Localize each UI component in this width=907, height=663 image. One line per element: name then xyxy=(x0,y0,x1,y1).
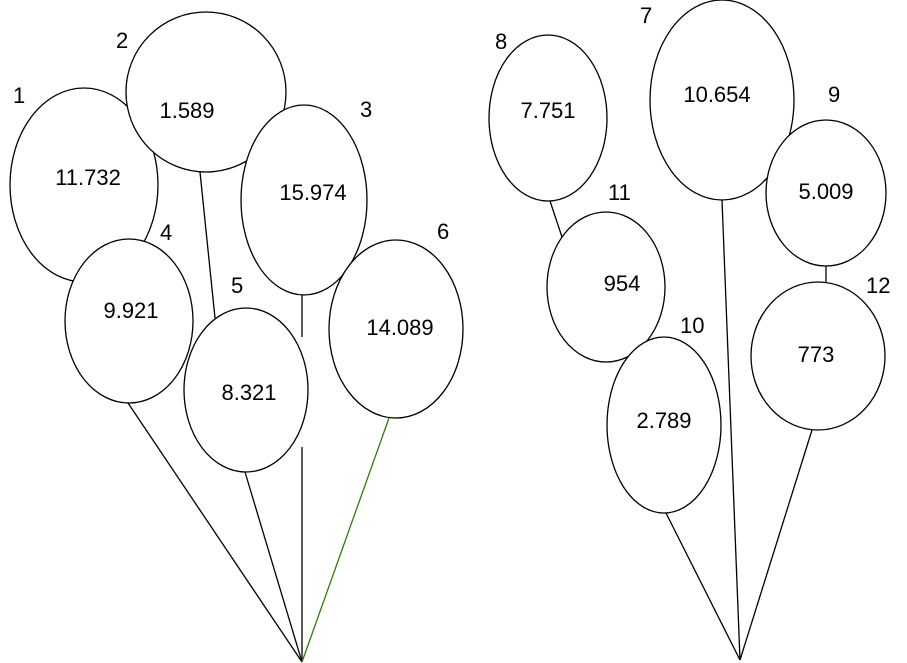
balloon-2-id: 2 xyxy=(116,28,128,53)
string-balloon-2 xyxy=(199,171,216,319)
balloon-12-value: 773 xyxy=(798,342,835,367)
left-cluster: 1 11.732 2 1.589 3 15.974 4 9.921 5 8.32… xyxy=(9,11,464,473)
balloon-2-value: 1.589 xyxy=(159,98,214,123)
balloon-11: 11 954 xyxy=(546,180,666,363)
balloon-10: 10 2.789 xyxy=(606,313,722,514)
balloon-6-id: 6 xyxy=(437,219,449,244)
balloon-12: 12 773 xyxy=(750,273,890,431)
balloon-9-id: 9 xyxy=(828,82,840,107)
balloon-5: 5 8.321 xyxy=(183,273,309,473)
balloon-7-value: 10.654 xyxy=(683,82,750,107)
string-balloon-12 xyxy=(739,429,813,661)
balloon-8-value: 7.751 xyxy=(520,98,575,123)
string-balloon-8 xyxy=(549,200,564,241)
balloon-11-value: 954 xyxy=(604,271,641,296)
balloon-3-id: 3 xyxy=(360,97,372,122)
string-balloon-6 xyxy=(301,417,390,663)
balloon-10-value: 2.789 xyxy=(636,408,691,433)
balloon-5-value: 8.321 xyxy=(221,380,276,405)
left-cluster-strings xyxy=(127,171,390,663)
balloon-7-id: 7 xyxy=(640,3,652,28)
string-balloon-5 xyxy=(244,471,303,663)
balloon-12-id: 12 xyxy=(866,273,890,298)
balloon-6: 6 14.089 xyxy=(328,219,464,419)
balloon-6-value: 14.089 xyxy=(366,315,433,340)
string-balloon-4 xyxy=(127,402,303,663)
balloon-9-value: 5.009 xyxy=(798,179,853,204)
balloon-3: 3 15.974 xyxy=(240,97,372,296)
balloon-1-id: 1 xyxy=(13,83,25,108)
balloon-2: 2 1.589 xyxy=(116,11,287,173)
string-balloon-10 xyxy=(665,512,741,661)
balloon-3-value: 15.974 xyxy=(279,180,346,205)
balloon-10-id: 10 xyxy=(680,313,704,338)
balloon-9: 9 5.009 xyxy=(765,82,887,267)
balloon-8-id: 8 xyxy=(495,29,507,54)
balloon-11-id: 11 xyxy=(608,180,631,205)
balloon-7: 7 10.654 xyxy=(640,0,795,201)
string-balloon-7 xyxy=(721,199,741,661)
balloon-8: 8 7.751 xyxy=(488,29,608,202)
balloon-4: 4 9.921 xyxy=(64,220,194,404)
balloon-4-value: 9.921 xyxy=(103,298,158,323)
right-cluster: 8 7.751 7 10.654 9 5.009 11 954 12 773 1… xyxy=(488,0,890,514)
right-cluster-strings xyxy=(549,199,827,661)
balloon-1-value: 11.732 xyxy=(55,165,121,190)
balloon-4-id: 4 xyxy=(160,220,172,245)
balloon-5-id: 5 xyxy=(231,273,243,298)
